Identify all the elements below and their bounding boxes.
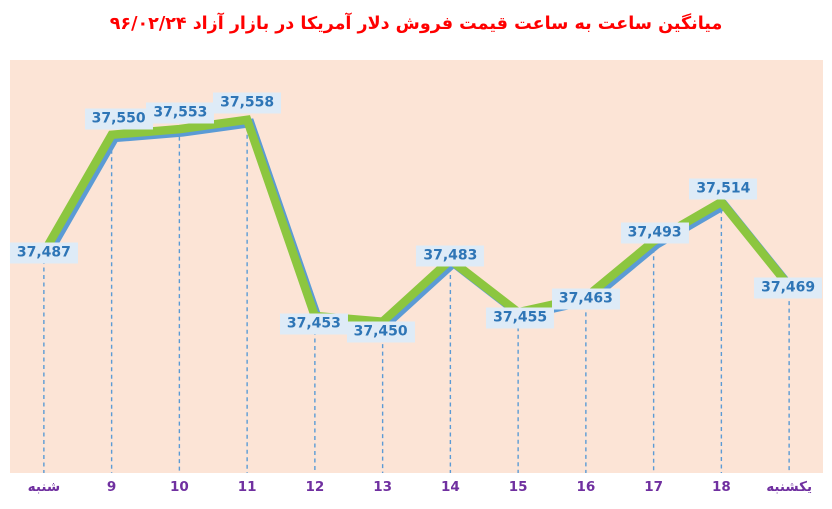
x-axis-label: 10 <box>169 479 189 495</box>
x-axis-label: یکشنبه <box>766 479 813 495</box>
x-axis-label: 15 <box>508 479 528 495</box>
x-axis-label: 16 <box>576 479 596 495</box>
x-axis-label: 9 <box>106 479 117 495</box>
x-axis-label: 12 <box>305 479 325 495</box>
x-axis-label: شنبه <box>27 479 61 495</box>
x-axis-label: 17 <box>644 479 664 495</box>
plot-area <box>10 60 823 473</box>
x-axis-label: 14 <box>440 479 460 495</box>
x-axis-label: 11 <box>237 479 257 495</box>
x-axis-label: 18 <box>711 479 731 495</box>
x-axis-label: 13 <box>373 479 393 495</box>
chart-title: میانگین ساعت به ساعت قیمت فروش دلار آمری… <box>109 14 723 34</box>
